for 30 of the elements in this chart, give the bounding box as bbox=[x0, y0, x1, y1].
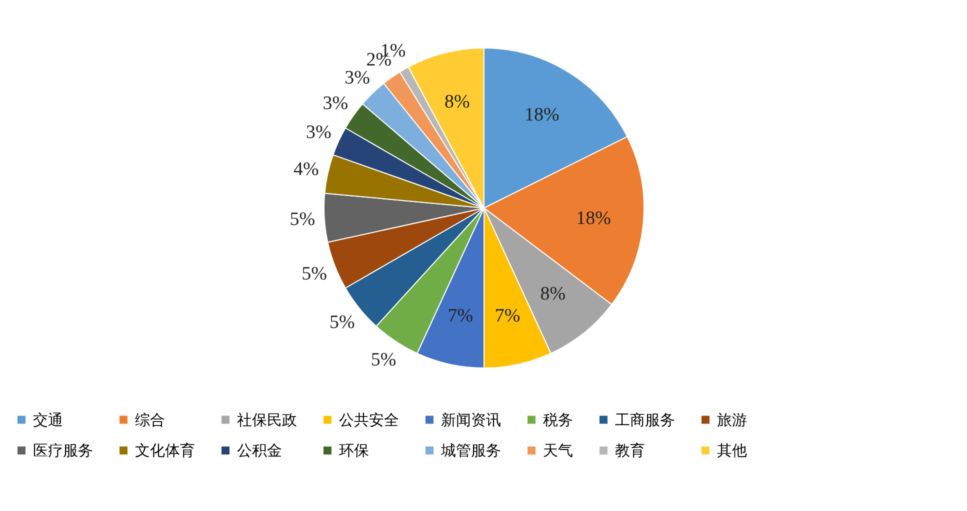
legend-label: 税务 bbox=[543, 410, 573, 429]
data-label: 7% bbox=[448, 305, 474, 326]
legend-label: 交通 bbox=[33, 410, 63, 429]
legend-label: 旅游 bbox=[717, 410, 747, 429]
data-label: 4% bbox=[294, 159, 320, 180]
legend-label: 公共安全 bbox=[339, 410, 399, 429]
legend-label: 综合 bbox=[135, 410, 165, 429]
data-label: 5% bbox=[290, 209, 316, 230]
legend-label: 医疗服务 bbox=[33, 442, 93, 460]
legend-label: 其他 bbox=[717, 442, 747, 460]
data-label: 18% bbox=[524, 104, 560, 126]
data-label: 8% bbox=[540, 284, 566, 305]
legend-label: 工商服务 bbox=[615, 410, 675, 429]
legend-label: 新闻资讯 bbox=[441, 410, 501, 429]
data-label: 3% bbox=[344, 67, 370, 88]
legend-label: 教育 bbox=[615, 442, 645, 460]
data-label: 3% bbox=[306, 122, 332, 143]
legend-label: 环保 bbox=[339, 442, 369, 460]
data-label: 18% bbox=[576, 208, 612, 230]
legend-label: 天气 bbox=[543, 442, 573, 460]
legend-label: 文化体育 bbox=[135, 442, 195, 460]
data-label: 3% bbox=[322, 92, 348, 114]
legend-label: 公积金 bbox=[237, 442, 282, 460]
data-label: 7% bbox=[494, 305, 520, 326]
data-label: 5% bbox=[370, 350, 396, 371]
data-label: 8% bbox=[444, 91, 470, 112]
legend-label: 社保民政 bbox=[237, 410, 297, 429]
data-label: 5% bbox=[302, 264, 328, 285]
data-label: 5% bbox=[330, 312, 356, 334]
legend-label: 城管服务 bbox=[440, 442, 501, 460]
